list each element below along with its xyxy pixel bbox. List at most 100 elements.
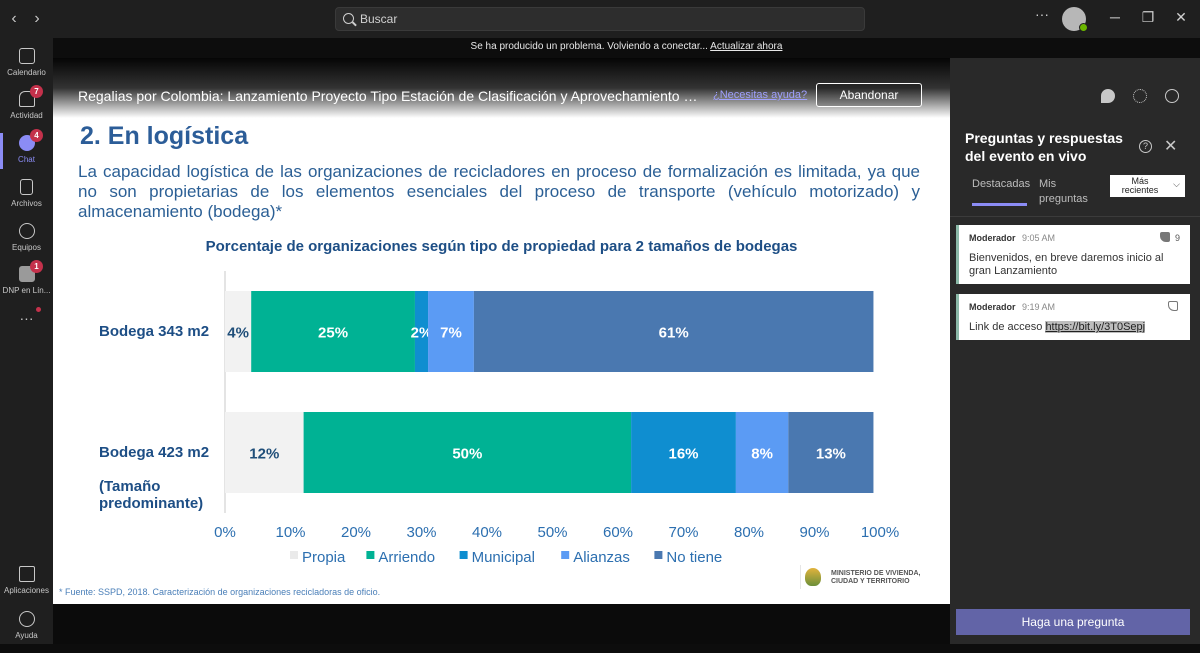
search-icon [343, 13, 354, 24]
bar-segment [225, 412, 304, 493]
rail-item-apps[interactable]: Aplicaciones [0, 564, 53, 608]
connection-warning-bar: Se ha producido un problema. Volviendo a… [53, 38, 1200, 58]
rail-label-dnp: DNP en Lín... [2, 286, 51, 295]
live-event-stage: 4% 25% 2% 7% 61% Bodega 343 m2 12% 50% 16% 8% 13% B… [53, 58, 950, 604]
event-title-overlay: Regalias por Colombia: Lanzamiento Proye… [53, 58, 950, 118]
data-label: 25% [318, 325, 348, 342]
need-help-link[interactable]: ¿Necesitas ayuda? [713, 89, 808, 101]
leave-button[interactable]: Abandonar [816, 83, 922, 107]
tab-my-questions[interactable]: Mis preguntas [1039, 178, 1088, 205]
rail-label-activity: Actividad [10, 111, 43, 120]
rail-label-calendar: Calendario [7, 68, 46, 77]
info-icon[interactable] [1165, 89, 1179, 103]
rail-label-help: Ayuda [15, 631, 38, 640]
x-tick-label: 0% [214, 524, 236, 541]
rail-label-teams: Equipos [12, 243, 41, 252]
qa-icon[interactable] [1101, 89, 1115, 103]
refresh-now-link[interactable]: Actualizar ahora [710, 41, 783, 52]
category-label: Bodega 423 m2 [99, 444, 209, 461]
dnp-badge: 1 [30, 260, 43, 273]
event-title: Regalias por Colombia: Lanzamiento Proye… [78, 88, 698, 104]
category-label: predominante) [99, 495, 203, 512]
data-label: 13% [816, 446, 846, 463]
search-placeholder: Buscar [360, 12, 398, 26]
x-tick-label: 20% [341, 524, 371, 541]
stacked-bar-chart: 4% 25% 2% 7% 61% Bodega 343 m2 12% 50% 16% 8% 13% B… [99, 271, 899, 566]
rail-more-apps[interactable]: ··· [0, 307, 53, 354]
data-label: 61% [659, 325, 689, 342]
x-tick-label: 10% [275, 524, 305, 541]
data-label: 8% [751, 446, 773, 463]
ask-question-button[interactable]: Haga una pregunta [956, 609, 1190, 635]
legend-swatch [654, 551, 663, 559]
bar-segment [414, 291, 429, 372]
bar-segment [428, 291, 474, 372]
avatar[interactable] [1062, 7, 1088, 32]
rail-item-chat[interactable]: 4 Chat [0, 129, 53, 177]
qa-panel: Preguntas y respuestas del evento en viv… [950, 58, 1200, 644]
access-link[interactable]: https://bit.ly/3T0Sepj [1045, 321, 1146, 333]
back-arrow-icon[interactable]: ‹ [11, 10, 17, 27]
x-tick-label: 100% [861, 524, 899, 541]
more-apps-icon: ··· [19, 310, 34, 326]
bar-segment [473, 291, 874, 372]
active-tab-indicator [972, 203, 1027, 206]
qa-post[interactable]: Moderador 9:19 AM Link de acceso https:/… [956, 294, 1190, 340]
rail-item-calendar[interactable]: Calendario [0, 46, 53, 90]
rail-item-help[interactable]: Ayuda [0, 609, 53, 653]
connection-warning-text: Se ha producido un problema. Volviendo a… [470, 41, 708, 52]
search-input[interactable]: Buscar [335, 7, 865, 31]
data-label: 12% [249, 446, 279, 463]
data-label: 50% [452, 446, 482, 463]
app-rail: Calendario 7 Actividad 4 Chat Archivos E… [0, 38, 53, 644]
thumbs-up-icon[interactable] [1160, 232, 1170, 242]
ministry-name-line-1: MINISTERIO DE VIVIENDA, [831, 570, 921, 577]
notification-dot [36, 307, 41, 312]
calendar-icon [18, 48, 35, 64]
thumbs-up-icon[interactable] [1168, 301, 1178, 311]
x-tick-label: 30% [406, 524, 436, 541]
close-window-icon[interactable]: ✕ [1175, 9, 1187, 25]
rail-item-dnp[interactable]: 1 DNP en Lín... [0, 260, 53, 308]
gear-icon[interactable] [1133, 89, 1147, 103]
x-tick-label: 50% [537, 524, 567, 541]
qa-post[interactable]: Moderador 9:05 AM 9 Bienvenidos, en brev… [956, 225, 1190, 284]
data-label: 2% [411, 325, 433, 342]
tab-featured[interactable]: Destacadas [972, 178, 1031, 190]
rail-item-teams[interactable]: Equipos [0, 221, 53, 265]
more-options-icon[interactable]: ··· [1035, 6, 1049, 22]
chat-badge: 4 [30, 129, 43, 142]
x-tick-label: 60% [603, 524, 633, 541]
rail-label-apps: Aplicaciones [4, 586, 49, 595]
x-tick-label: 90% [799, 524, 829, 541]
chart-title: Porcentaje de organizaciones según tipo … [205, 238, 798, 255]
panel-divider [950, 216, 1200, 217]
data-label: 16% [668, 446, 698, 463]
bar-segment [225, 291, 252, 372]
minimize-icon[interactable]: ─ [1110, 9, 1120, 25]
post-message-text: Link de acceso [969, 321, 1046, 333]
post-time: 9:19 AM [1022, 302, 1056, 312]
sort-dropdown[interactable]: Más recientes ⌵ [1110, 175, 1185, 197]
legend-label: Alianzas [573, 549, 630, 566]
ministry-name: MINISTERIO DE VIVIENDA, CIUDAD Y TERRITO… [831, 570, 920, 586]
bar-segment [303, 412, 632, 493]
category-label: Bodega 343 m2 [99, 323, 209, 340]
legend-label: Arriendo [378, 549, 435, 566]
ministry-name-line-2: CIUDAD Y TERRITORIO [831, 578, 910, 585]
maximize-icon[interactable]: ❐ [1141, 9, 1155, 25]
legend-swatch [290, 551, 298, 559]
rail-item-files[interactable]: Archivos [0, 177, 53, 221]
category-label: (Tamaño [99, 478, 160, 495]
legend-label: Municipal [472, 549, 535, 566]
legend-swatch [561, 551, 570, 559]
chevron-down-icon: ⌵ [1173, 179, 1180, 189]
x-tick-label: 70% [668, 524, 698, 541]
forward-arrow-icon[interactable]: › [34, 10, 40, 27]
qa-help-icon[interactable]: ? [1139, 140, 1152, 153]
ministry-logo: MINISTERIO DE VIVIENDA, CIUDAD Y TERRITO… [800, 565, 948, 589]
colombia-seal-icon [805, 568, 821, 586]
slide-source-note: * Fuente: SSPD, 2018. Caracterización de… [59, 587, 381, 597]
rail-item-activity[interactable]: 7 Actividad [0, 85, 53, 133]
close-icon[interactable]: ✕ [1164, 138, 1178, 155]
